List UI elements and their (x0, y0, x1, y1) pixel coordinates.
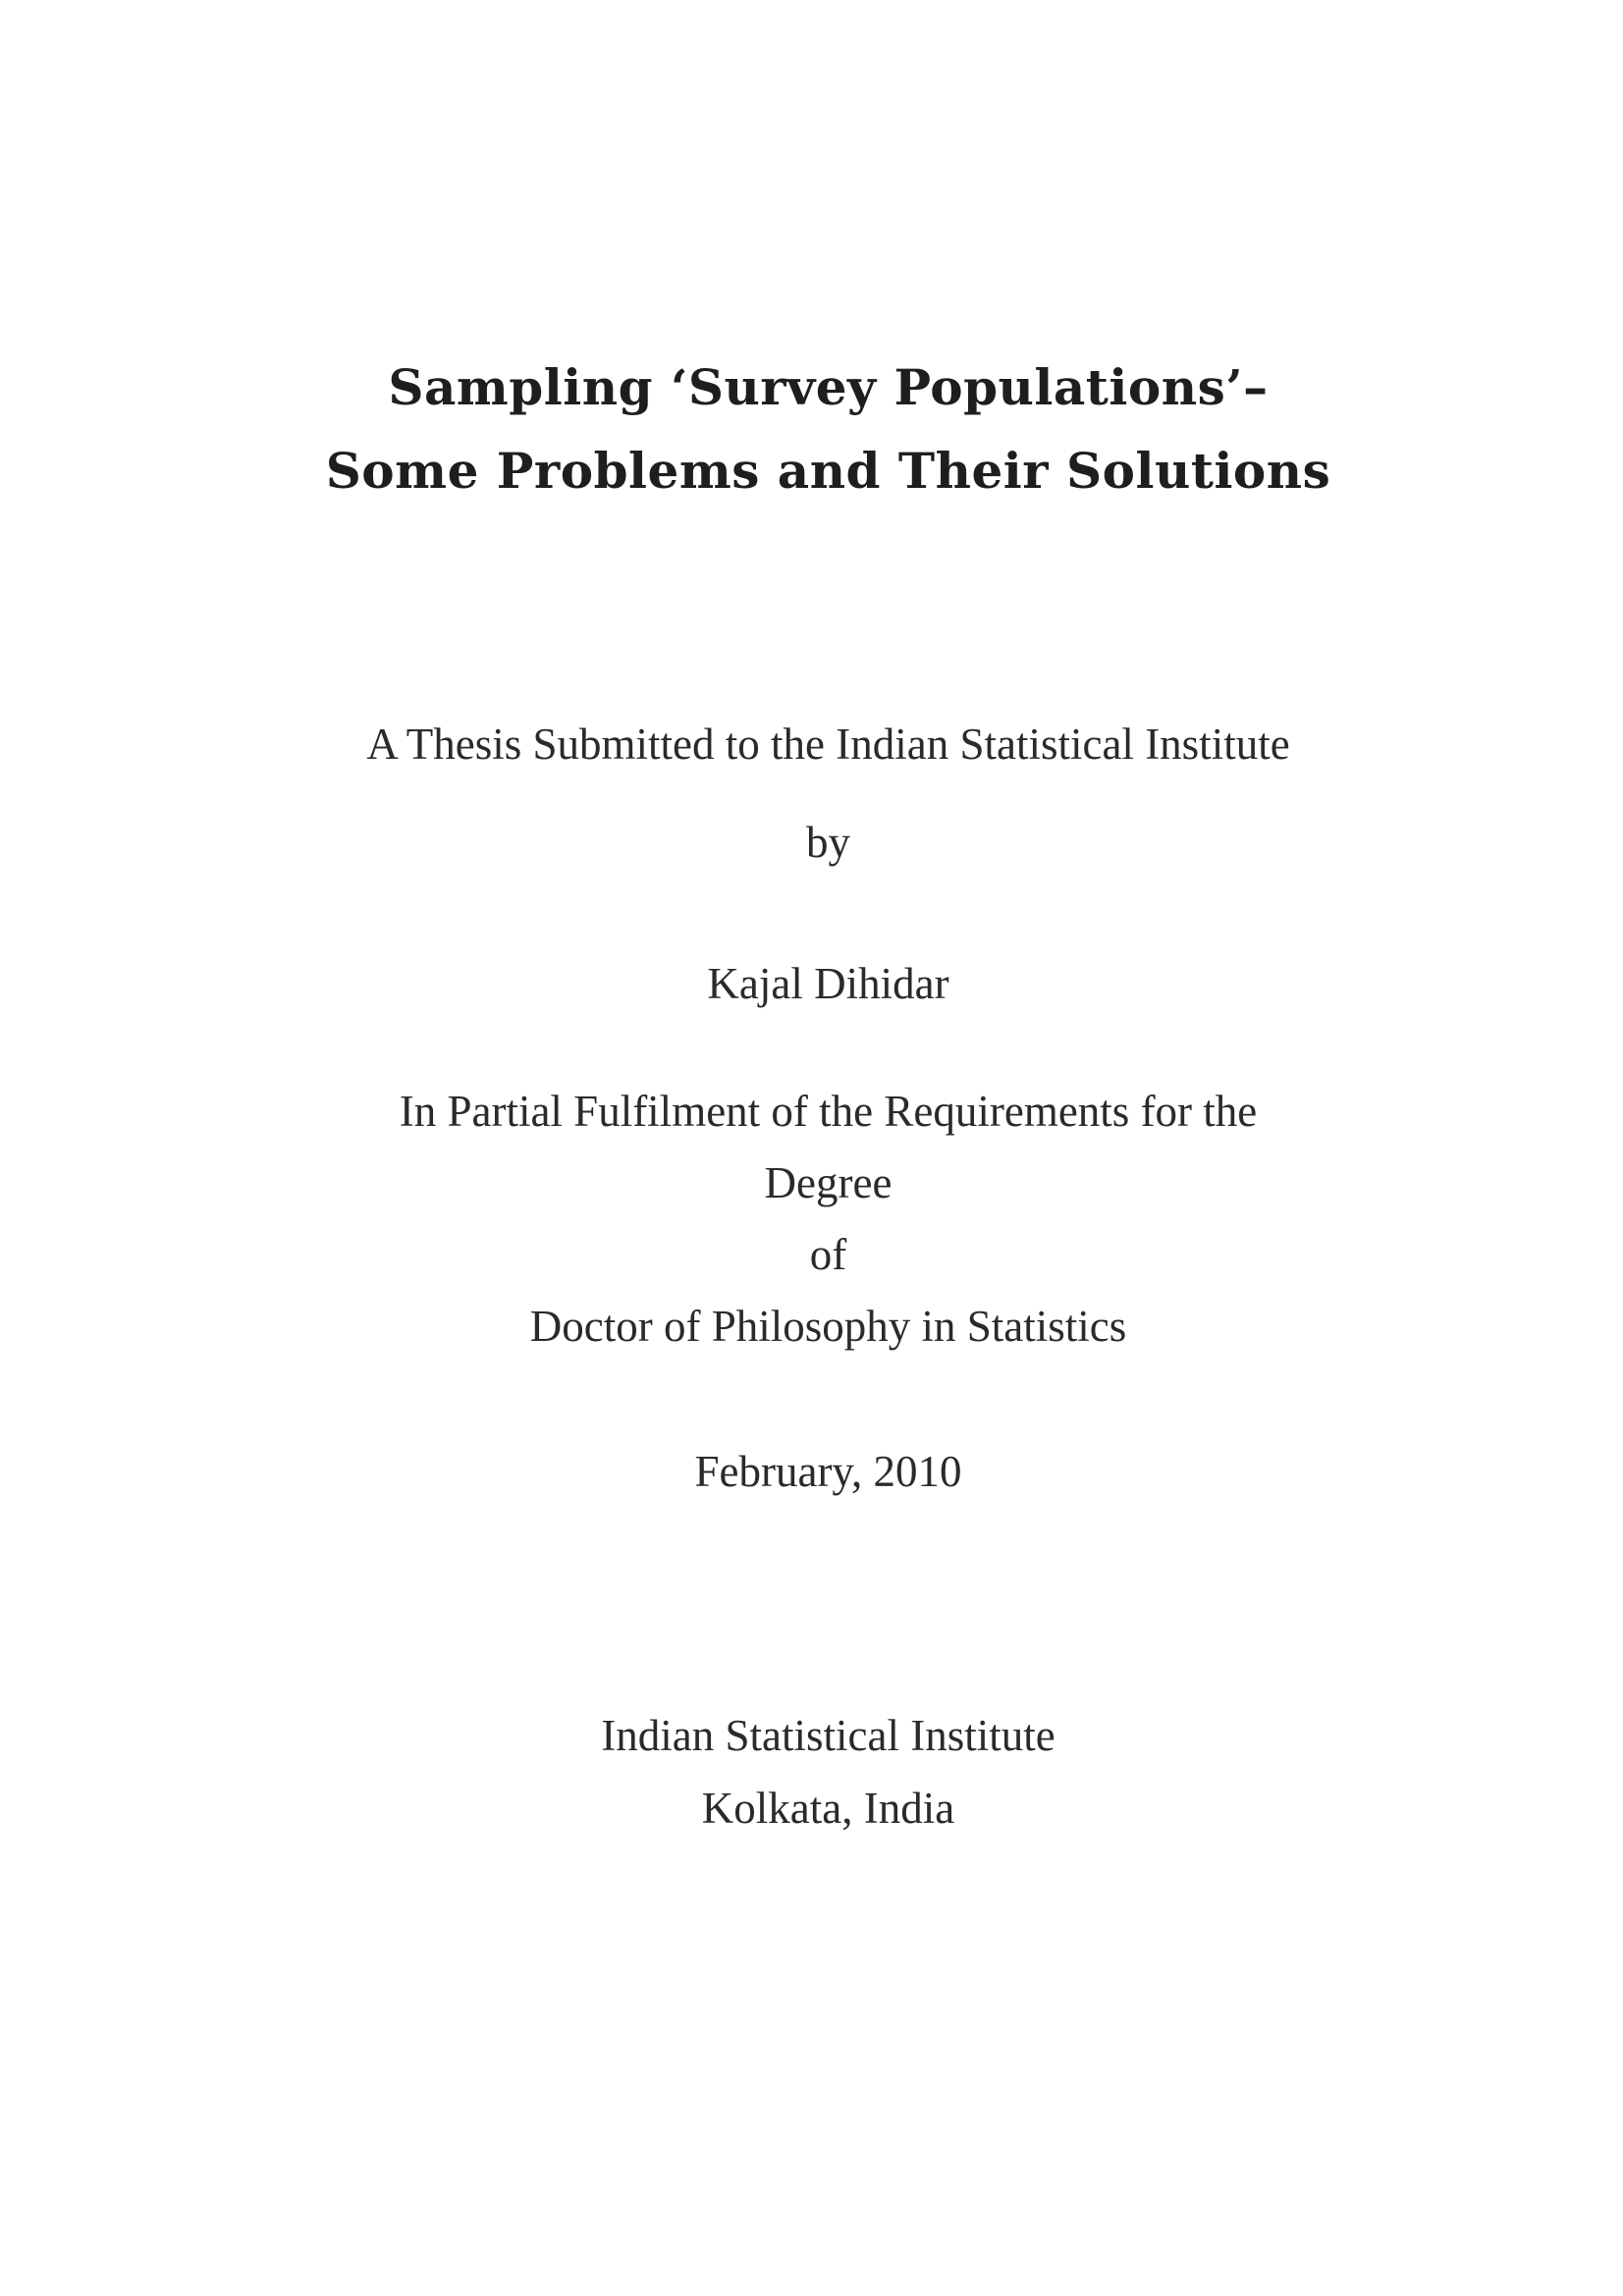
thesis-title-line-1: Sampling ‘Survey Populations’– (388, 358, 1269, 416)
fulfilment-line-2: Degree (764, 1158, 893, 1207)
by-label: by (806, 818, 850, 867)
thesis-title-line-2: Some Problems and Their Solutions (325, 442, 1331, 500)
author-name: Kajal Dihidar (707, 959, 949, 1008)
fulfilment-line-3: of (809, 1230, 847, 1279)
degree-name: Doctor of Philosophy in Statistics (529, 1302, 1127, 1351)
submission-date: February, 2010 (694, 1447, 962, 1496)
institution-name: Indian Statistical Institute (601, 1711, 1055, 1760)
fulfilment-line-1: In Partial Fulfilment of the Requirement… (399, 1087, 1258, 1136)
institution-location: Kolkata, India (701, 1784, 955, 1833)
submission-statement: A Thesis Submitted to the Indian Statist… (366, 720, 1290, 769)
